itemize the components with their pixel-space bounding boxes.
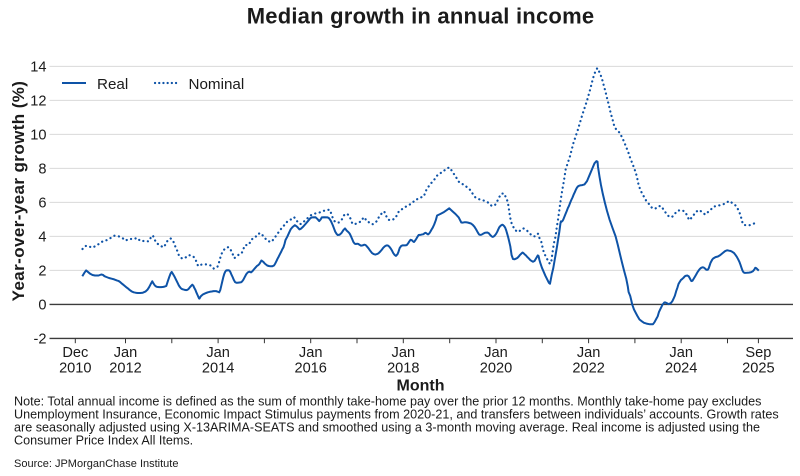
- svg-text:10: 10: [30, 127, 46, 143]
- svg-text:Jan: Jan: [114, 345, 138, 361]
- svg-text:2016: 2016: [294, 361, 326, 377]
- svg-text:6: 6: [38, 195, 46, 211]
- svg-text:2025: 2025: [742, 361, 774, 377]
- svg-text:Real: Real: [97, 76, 128, 93]
- svg-text:Dec: Dec: [62, 345, 88, 361]
- svg-text:Median growth in annual income: Median growth in annual income: [247, 4, 595, 29]
- svg-text:are seasonally adjusted using: are seasonally adjusted using X-13ARIMA-…: [14, 421, 760, 435]
- svg-text:2022: 2022: [572, 361, 604, 377]
- svg-text:Year-over-year growth (%): Year-over-year growth (%): [9, 81, 28, 302]
- svg-text:2014: 2014: [202, 361, 234, 377]
- svg-text:Sep: Sep: [745, 345, 771, 361]
- svg-text:12: 12: [30, 93, 46, 109]
- svg-text:-2: -2: [34, 331, 47, 347]
- svg-text:Jan: Jan: [669, 345, 693, 361]
- svg-text:2024: 2024: [665, 361, 697, 377]
- svg-text:Month: Month: [397, 378, 445, 395]
- svg-text:4: 4: [38, 229, 46, 245]
- svg-text:8: 8: [38, 161, 46, 177]
- svg-text:Jan: Jan: [299, 345, 323, 361]
- svg-text:2020: 2020: [480, 361, 512, 377]
- svg-text:Jan: Jan: [392, 345, 416, 361]
- svg-text:14: 14: [30, 59, 46, 75]
- svg-text:Nominal: Nominal: [189, 76, 245, 93]
- svg-text:2018: 2018: [387, 361, 419, 377]
- svg-text:Consumer Price Index All Items: Consumer Price Index All Items.: [14, 434, 193, 448]
- svg-text:Unemployment Insurance, Econom: Unemployment Insurance, Economic Impact …: [14, 408, 779, 422]
- svg-text:Jan: Jan: [484, 345, 508, 361]
- svg-text:2010: 2010: [59, 361, 91, 377]
- svg-text:2: 2: [38, 263, 46, 279]
- svg-text:Note: Total annual income is d: Note: Total annual income is defined as …: [14, 395, 761, 409]
- svg-text:0: 0: [38, 297, 46, 313]
- svg-text:Jan: Jan: [206, 345, 230, 361]
- svg-text:Source: JPMorganChase Institut: Source: JPMorganChase Institute: [14, 458, 178, 470]
- svg-text:2012: 2012: [109, 361, 141, 377]
- svg-text:Jan: Jan: [577, 345, 601, 361]
